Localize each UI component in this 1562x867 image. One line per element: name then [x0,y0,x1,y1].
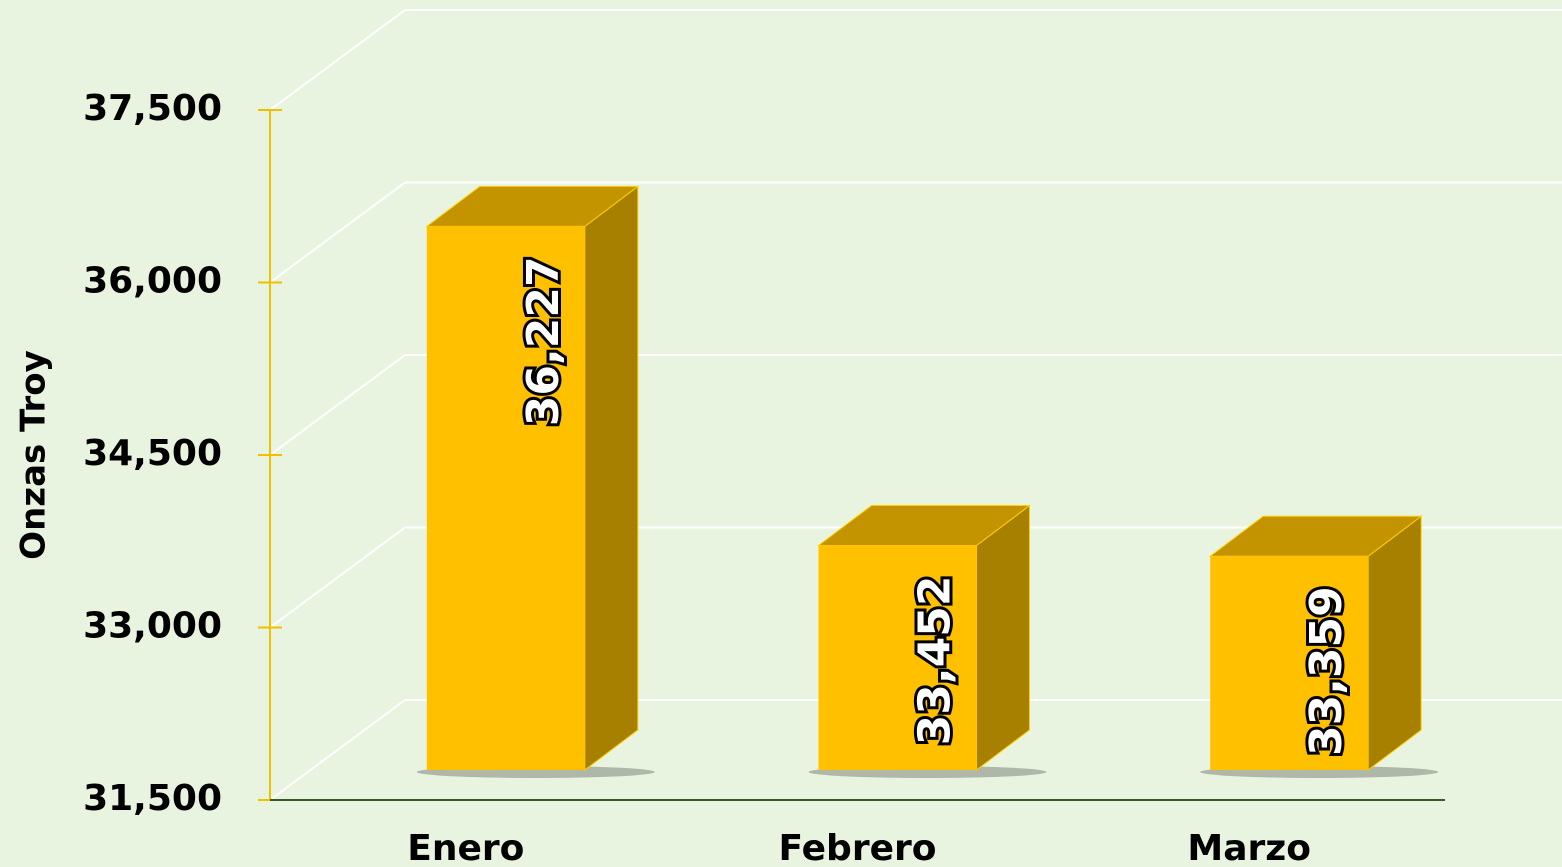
grid-line-depth [269,526,406,629]
bar [426,226,585,770]
y-tick-label: 33,000 [83,606,222,647]
y-tick-label: 31,500 [83,778,222,819]
x-tick-label: Enero [407,828,524,867]
grid-line-depth [269,354,406,456]
bar [818,545,977,770]
data-label: 33,359 [1301,586,1352,756]
y-tick-label: 37,500 [83,88,222,129]
bar [1210,556,1369,770]
y-tick-label: 36,000 [83,261,222,302]
bar-side [976,504,1030,772]
x-tick-label: Febrero [779,828,937,867]
bar-side [584,185,639,772]
bar-side [1367,515,1422,772]
grid-line-depth [269,699,406,801]
data-label: 33,452 [910,576,961,746]
data-label: 36,227 [518,256,569,426]
y-tick-label: 34,500 [83,433,222,474]
x-tick-label: Marzo [1187,828,1311,867]
grid-line-depth [269,181,406,284]
grid-line-depth [269,9,406,111]
y-axis-title: Onzas Troy [14,350,54,560]
